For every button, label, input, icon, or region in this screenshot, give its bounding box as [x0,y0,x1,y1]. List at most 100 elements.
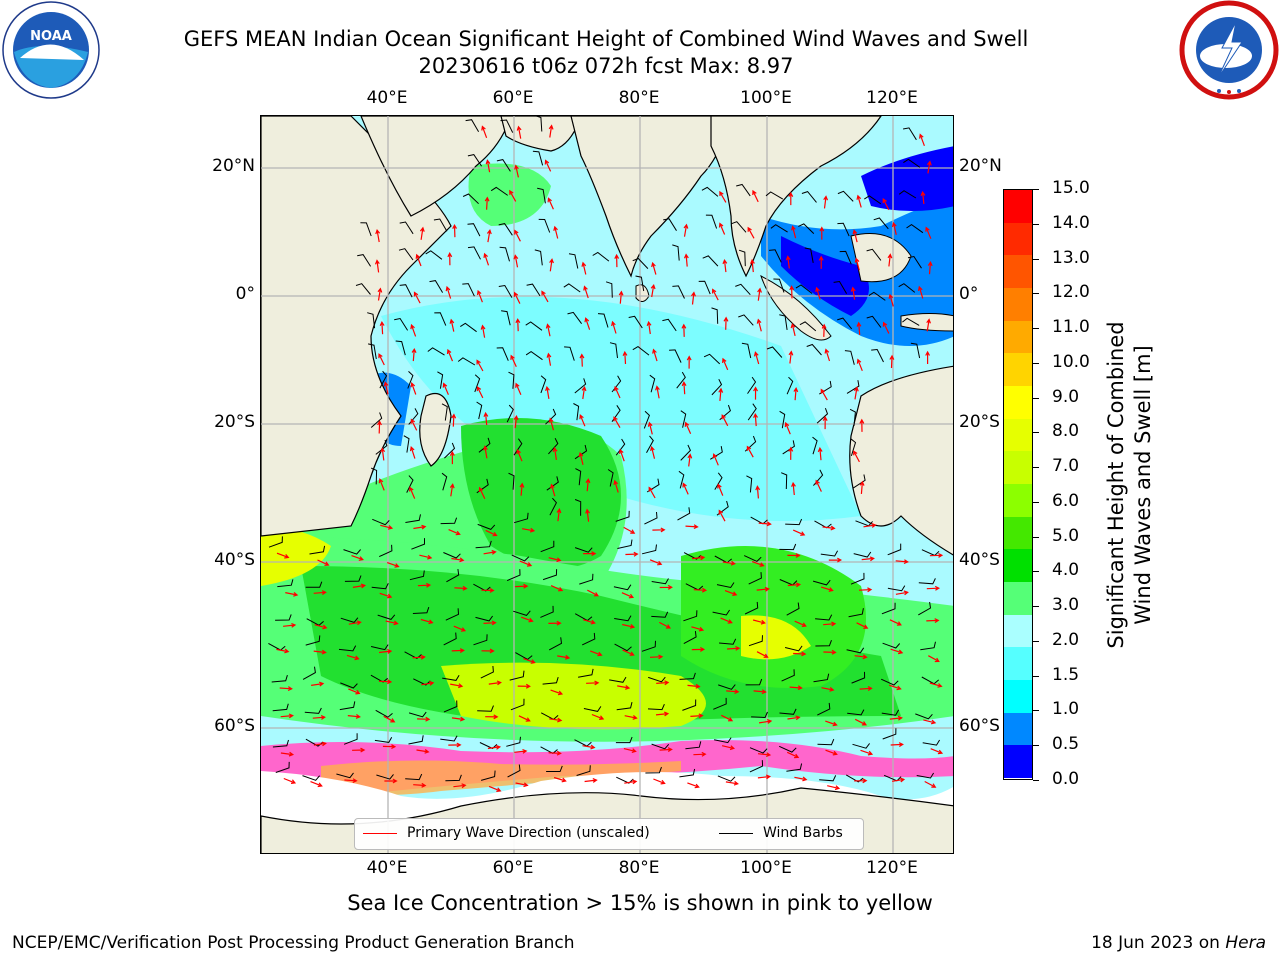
wind-barb [574,547,593,553]
colorbar-tick-label: 7.0 [1052,456,1080,477]
wave-direction-arrow [823,195,829,209]
wave-direction-arrow [681,323,687,337]
wind-barb [535,116,543,132]
wind-barb [607,469,614,487]
wave-direction-arrow [313,590,327,595]
wind-barb [738,314,754,326]
wind-barb [398,248,414,261]
wind-barb [445,774,462,782]
wind-barb [275,761,290,773]
wave-direction-arrow [553,776,567,783]
wind-barb [746,475,753,493]
colorbar-segment [1004,647,1032,681]
colorbar-title: Significant Height of Combined Wind Wave… [1103,321,1157,648]
wave-direction-arrow [622,649,635,656]
wave-direction-arrow [860,749,874,756]
colorbar-tick [1033,432,1039,434]
wave-direction-arrow [581,385,587,400]
wind-barb [749,747,768,754]
wind-barb [576,765,591,776]
colorbar-tick-label: 8.0 [1052,421,1080,442]
wind-barb [370,644,389,651]
wind-barb [490,186,508,196]
wind-barb [513,512,529,524]
wave-direction-arrow [317,559,330,566]
wind-barb [378,544,393,558]
wave-direction-arrow [758,521,772,527]
lat-tick-left: 60°S [214,716,255,736]
wind-barb [513,438,523,456]
wave-direction-arrow [515,583,529,589]
wave-direction-arrow [476,385,484,399]
wave-direction-arrow [410,382,417,395]
wave-direction-arrow [311,681,325,687]
wave-direction-arrow [347,714,361,719]
wind-barb [509,670,525,681]
wave-direction-arrow [752,619,766,625]
wind-barb [817,702,831,716]
wind-barb [574,499,582,516]
wind-barb [480,770,496,781]
wind-barb [903,158,921,168]
wind-barb [645,766,662,774]
wind-barb [845,774,864,783]
wind-barb [850,572,865,585]
colorbar-tick [1033,606,1039,608]
wind-barb [395,340,406,356]
wave-direction-arrow [579,414,586,427]
wave-direction-arrow [786,751,800,759]
wave-direction-arrow [379,320,385,335]
wave-direction-arrow [659,621,672,629]
wind-barb [815,614,833,621]
colorbar-segment [1004,353,1032,387]
wind-barb [632,345,650,356]
noaa-logo: NOAA [2,1,100,99]
wave-direction-arrow [617,685,631,690]
wave-direction-arrow [518,715,531,722]
wave-direction-arrow [757,774,772,780]
wave-direction-arrow [578,451,584,465]
lon-tick-top: 120°E [866,88,918,108]
wave-direction-arrow [718,387,724,401]
wind-barb [812,579,831,586]
wave-direction-arrow [313,649,327,655]
wind-barb [820,550,839,557]
wave-direction-arrow [481,587,495,593]
wave-direction-arrow [757,752,772,758]
wave-direction-arrow [409,446,416,459]
wind-barb [744,601,759,615]
colorbar-segment [1004,320,1032,354]
wind-barb [922,739,941,746]
wind-barb [475,615,494,622]
wind-barb [375,709,393,718]
wave-direction-arrow [917,285,924,299]
lon-tick-top: 60°E [492,88,534,108]
wave-direction-arrow [556,507,562,522]
wind-barb [609,676,627,683]
wave-direction-arrow [756,318,762,332]
footer-date-text: 18 Jun 2023 on [1091,933,1220,953]
wind-barb [460,322,477,333]
wind-barb [427,347,445,356]
wind-barb [277,579,294,588]
wave-direction-arrow [753,689,767,695]
wind-barb [575,468,582,486]
wind-barb [679,672,696,680]
wave-direction-arrow [516,448,523,462]
wind-barb [467,246,481,260]
wave-direction-arrow [930,748,944,755]
wave-direction-arrow [619,448,625,462]
map-panel: Primary Wave Direction (unscaled) Wind B… [260,115,954,854]
wind-barb [508,371,515,389]
wind-barb [379,370,388,389]
wave-direction-arrow [583,285,589,299]
wind-barb [339,701,356,711]
wind-barb [457,357,476,366]
wind-barb [751,711,768,719]
wave-direction-arrow [416,749,430,754]
wind-barb [613,584,632,591]
wind-barb [304,707,322,714]
wave-direction-arrow [581,261,587,275]
wind-barb [545,408,557,425]
wind-barb [868,291,886,301]
